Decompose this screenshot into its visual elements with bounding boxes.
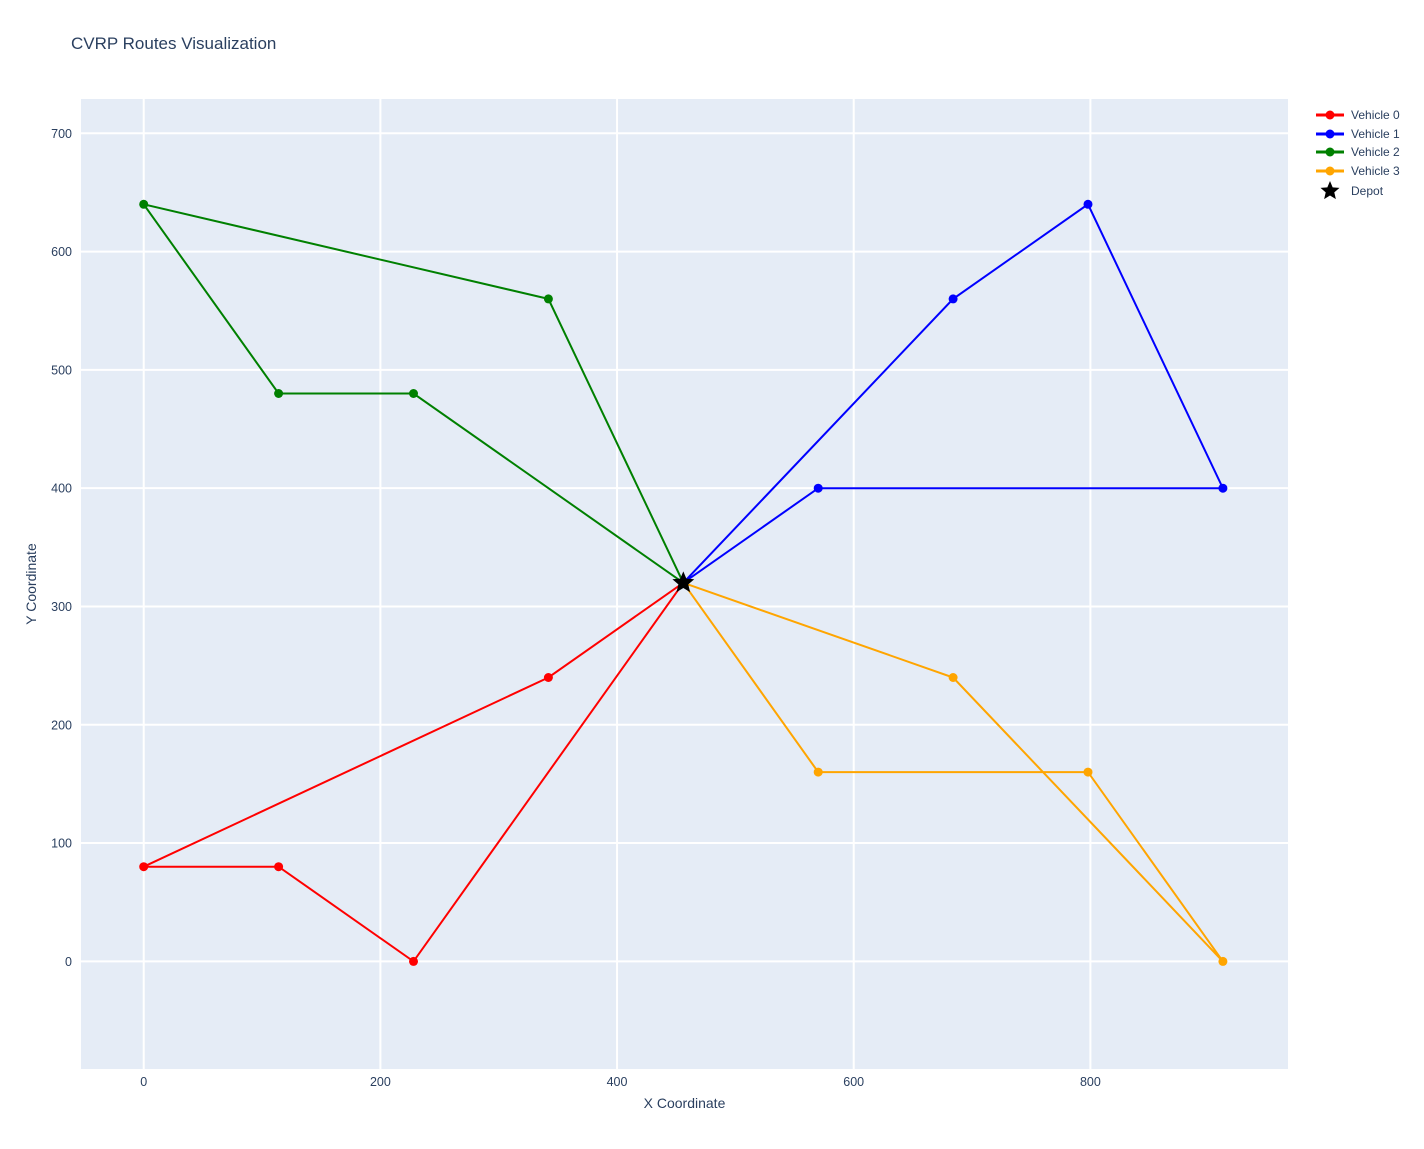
x-tick-label: 600 — [843, 1075, 864, 1089]
legend-label: Vehicle 1 — [1351, 126, 1400, 141]
route-point-marker[interactable] — [139, 199, 149, 209]
x-tick-label: 400 — [607, 1075, 628, 1089]
x-tick-label: 800 — [1080, 1075, 1101, 1089]
route-point-marker[interactable] — [274, 389, 284, 398]
legend-line-sample — [1316, 166, 1344, 176]
legend-item-vehicle-1[interactable]: Vehicle 1 — [1316, 125, 1400, 144]
y-tick-label: 600 — [51, 245, 72, 259]
y-axis-title: Y Coordinate — [23, 543, 39, 625]
route-point-marker[interactable] — [948, 294, 958, 304]
route-point-marker[interactable] — [543, 673, 553, 682]
route-point-marker[interactable] — [813, 483, 823, 493]
route-point-marker[interactable] — [1083, 767, 1093, 777]
y-tick-label: 0 — [65, 955, 72, 969]
route-point-marker[interactable] — [409, 956, 418, 966]
route-point-marker[interactable] — [543, 294, 553, 304]
legend-line-sample — [1316, 110, 1344, 120]
legend-label: Depot — [1351, 184, 1384, 199]
legend-item-vehicle-2[interactable]: Vehicle 2 — [1316, 143, 1400, 162]
legend: Vehicle 0 Vehicle 1 Vehicle 2 Vehicle 3 Depo… — [1316, 106, 1400, 202]
route-line — [682, 581, 1224, 963]
route-point-marker[interactable] — [813, 767, 823, 777]
route-line — [141, 202, 685, 584]
y-tick-label: 200 — [51, 718, 72, 732]
legend-star-icon — [1320, 181, 1340, 200]
y-tick-label: 500 — [51, 363, 72, 377]
legend-item-vehicle-0[interactable]: Vehicle 0 — [1316, 106, 1400, 125]
y-tick-label: 700 — [51, 127, 72, 141]
route-point-marker[interactable] — [274, 862, 284, 872]
tick-labels: 0 200 400 600 800 0 100 200 300 400 500 600 700 — [51, 127, 1101, 1089]
legend-label: Vehicle 3 — [1351, 164, 1400, 179]
x-tick-label: 200 — [370, 1075, 391, 1089]
legend-label: Vehicle 0 — [1351, 108, 1400, 123]
route-point-marker[interactable] — [409, 389, 418, 398]
route-point-marker[interactable] — [1218, 956, 1228, 966]
legend-line-sample — [1316, 147, 1344, 157]
route-point-marker[interactable] — [948, 673, 958, 682]
y-tick-label: 400 — [51, 482, 72, 496]
gridlines — [81, 99, 1288, 1069]
y-tick-label: 300 — [51, 600, 72, 614]
depot-marker[interactable] — [672, 571, 695, 593]
y-tick-label: 100 — [51, 837, 72, 851]
route-point-marker[interactable] — [1083, 199, 1093, 209]
route-line — [682, 202, 1225, 584]
legend-item-vehicle-3[interactable]: Vehicle 3 — [1316, 162, 1400, 181]
x-axis-title: X Coordinate — [643, 1095, 726, 1111]
route-line — [143, 581, 685, 963]
legend-label: Vehicle 2 — [1351, 145, 1400, 160]
route-point-marker[interactable] — [139, 862, 149, 872]
x-tick-label: 0 — [140, 1075, 147, 1089]
route-point-marker[interactable] — [1218, 483, 1228, 493]
chart-title: CVRP Routes Visualization — [71, 34, 277, 53]
legend-item-depot[interactable]: Depot — [1316, 180, 1400, 202]
legend-line-sample — [1316, 129, 1344, 139]
